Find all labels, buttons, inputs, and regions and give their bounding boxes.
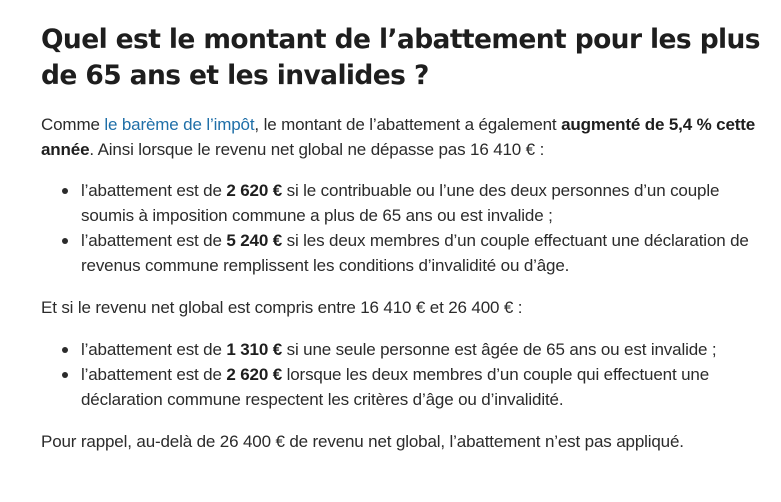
tax-scale-link[interactable]: le barème de l’impôt (104, 115, 255, 134)
article-heading: Quel est le montant de l’abattement pour… (41, 24, 761, 91)
allowance-list-mid-income: l’abattement est de 1 310 € si une seule… (41, 337, 771, 412)
list-item: l’abattement est de 2 620 € si le contri… (62, 178, 771, 228)
intro-bold-increase: augmenté de 5,4 % cette année (41, 115, 756, 159)
bullet-icon (62, 372, 68, 378)
outro-paragraph: Pour rappel, au-delà de 26 400 € de reve… (41, 432, 684, 451)
list-item-post: lorsque les deux membres d’un couple qui… (81, 365, 709, 409)
list-item: l’abattement est de 1 310 € si une seule… (62, 337, 771, 362)
list-item-post: si le contribuable ou l’une des deux per… (81, 181, 720, 225)
list-item-amount: 2 620 € (226, 365, 283, 384)
intro-text-pre: Comme (41, 115, 105, 134)
list-item-pre: l’abattement est de (81, 231, 227, 250)
list-item-post: si les deux membres d’un couple effectua… (81, 231, 749, 275)
bullet-icon (62, 188, 68, 194)
allowance-list-low-income: l’abattement est de 2 620 € si le contri… (41, 178, 771, 278)
list-item-pre: l’abattement est de (81, 340, 227, 359)
intro-text-mid: , le montant de l’abattement a également (254, 115, 562, 134)
list-item-pre: l’abattement est de (81, 181, 227, 200)
list-item-pre: l’abattement est de (81, 365, 227, 384)
intro-paragraph: Comme le barème de l’impôt, le montant d… (41, 112, 771, 162)
list-item: l’abattement est de 2 620 € lorsque les … (62, 362, 771, 412)
article: Quel est le montant de l’abattement pour… (41, 0, 771, 454)
list-item: l’abattement est de 5 240 € si les deux … (62, 228, 771, 278)
list-item-amount: 5 240 € (226, 231, 283, 250)
bullet-icon (62, 347, 68, 353)
list-item-amount: 2 620 € (226, 181, 283, 200)
list-item-post: si une seule personne est âgée de 65 ans… (282, 340, 717, 359)
middle-paragraph: Et si le revenu net global est compris e… (41, 298, 523, 317)
list-item-amount: 1 310 € (226, 340, 283, 359)
bullet-icon (62, 238, 68, 244)
intro-text-post: . Ainsi lorsque le revenu net global ne … (89, 140, 545, 159)
